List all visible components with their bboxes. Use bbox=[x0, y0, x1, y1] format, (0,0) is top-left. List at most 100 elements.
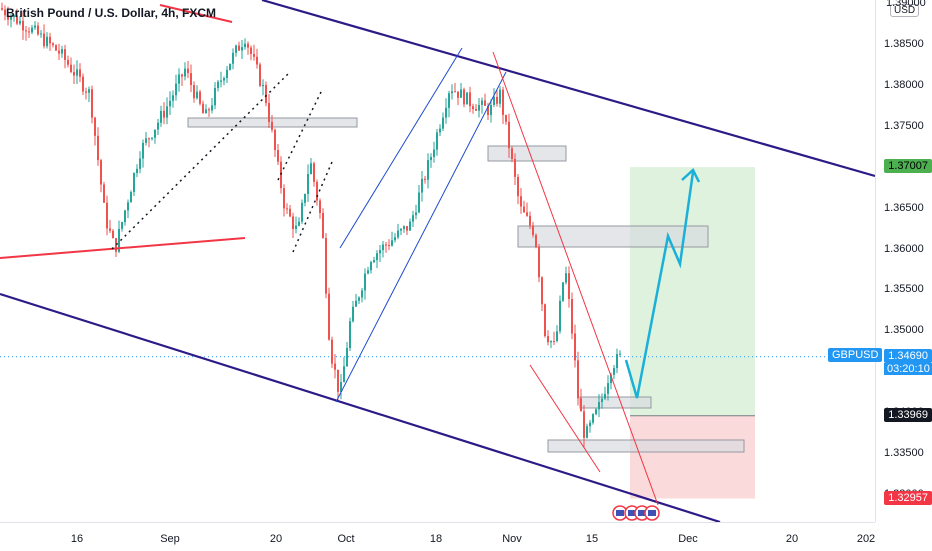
candle-body bbox=[352, 306, 354, 322]
candle-body bbox=[145, 138, 147, 143]
candle-body bbox=[289, 208, 291, 217]
candle-body bbox=[154, 129, 156, 138]
candle-body bbox=[427, 160, 429, 180]
candle-body bbox=[184, 68, 186, 77]
candle-body bbox=[490, 104, 492, 116]
candle-body bbox=[109, 228, 111, 231]
candle-body bbox=[106, 202, 108, 229]
time-axis[interactable]: 16 Sep 20 Oct 18 Nov 15 Dec 20 202 bbox=[0, 522, 875, 551]
falling-wedge-upper bbox=[492, 51, 659, 506]
candle-body bbox=[361, 290, 363, 298]
candle-body bbox=[49, 36, 51, 44]
candle-body bbox=[25, 30, 27, 32]
entry-price-tag: 1.33969 bbox=[884, 407, 932, 422]
candle-body bbox=[604, 393, 606, 399]
candle-body bbox=[517, 176, 519, 197]
candle-body bbox=[403, 226, 405, 229]
candle-body bbox=[244, 43, 246, 48]
candle-body bbox=[424, 178, 426, 180]
candle-body bbox=[19, 20, 21, 24]
candle-body bbox=[31, 27, 33, 33]
candle-body bbox=[595, 409, 597, 415]
candle-body bbox=[43, 33, 45, 47]
candle-body bbox=[10, 16, 12, 20]
candle-body bbox=[85, 91, 87, 93]
channel-upper-line bbox=[261, 0, 875, 178]
candle-body bbox=[139, 158, 141, 169]
candle-body bbox=[142, 142, 144, 159]
candle-body bbox=[160, 110, 162, 123]
price-axis[interactable]: USD 1.390001.385001.380001.375001.370001… bbox=[875, 0, 932, 522]
candle-body bbox=[577, 360, 579, 399]
candle-body bbox=[127, 202, 129, 211]
zone-box bbox=[517, 225, 709, 248]
candle-body bbox=[37, 25, 39, 35]
candle-body bbox=[514, 158, 516, 177]
candle-body bbox=[277, 150, 279, 162]
candle-body bbox=[589, 422, 591, 427]
candle-body bbox=[409, 221, 411, 231]
candle-body bbox=[94, 117, 96, 136]
candle-body bbox=[613, 368, 615, 375]
candle-body bbox=[460, 89, 462, 98]
candle-body bbox=[466, 92, 468, 105]
time-tick-label: Nov bbox=[502, 533, 522, 545]
price-chart[interactable] bbox=[0, 0, 875, 522]
candle-body bbox=[511, 148, 513, 159]
candle-body bbox=[397, 230, 399, 238]
time-tick-label: 18 bbox=[429, 533, 443, 545]
last-price-tag: 1.34690 bbox=[884, 348, 932, 363]
candle-body bbox=[220, 80, 222, 82]
candle-body bbox=[493, 96, 495, 105]
candle-body bbox=[112, 230, 114, 239]
candle-body bbox=[448, 93, 450, 108]
candle-body bbox=[400, 228, 402, 231]
candle-body bbox=[583, 411, 585, 438]
candle-body bbox=[133, 173, 135, 193]
candle-body bbox=[421, 178, 423, 193]
candle-body bbox=[34, 25, 36, 28]
candle-body bbox=[187, 68, 189, 74]
channel-lower-line bbox=[0, 292, 721, 522]
candle-body bbox=[616, 354, 618, 369]
candle-body bbox=[250, 47, 252, 55]
candle-body bbox=[415, 212, 417, 216]
candle-body bbox=[505, 114, 507, 122]
candle-body bbox=[274, 129, 276, 151]
dotted-trendline bbox=[277, 89, 323, 181]
price-tick-label: 1.38000 bbox=[884, 78, 924, 91]
stop-price-tag: 1.32957 bbox=[884, 490, 932, 505]
candle-body bbox=[559, 300, 561, 332]
candle-body bbox=[259, 64, 261, 86]
candle-body bbox=[550, 341, 552, 343]
candle-body bbox=[175, 83, 177, 96]
candle-body bbox=[193, 85, 195, 99]
currency-badge[interactable]: USD bbox=[890, 4, 920, 17]
time-tick-label: 16 bbox=[70, 533, 84, 545]
candle-body bbox=[226, 69, 228, 79]
blue-channel-lower bbox=[335, 71, 507, 403]
candle-body bbox=[223, 78, 225, 81]
candle-body bbox=[169, 100, 171, 107]
candle-body bbox=[301, 202, 303, 222]
candle-body bbox=[124, 210, 126, 223]
candle-body bbox=[283, 188, 285, 209]
candle-body bbox=[481, 100, 483, 105]
candle-body bbox=[574, 333, 576, 361]
candlestick-series bbox=[1, 2, 621, 448]
candle-body bbox=[502, 89, 504, 115]
candle-body bbox=[526, 212, 528, 216]
candle-body bbox=[166, 106, 168, 118]
candle-body bbox=[454, 91, 456, 93]
candle-body bbox=[349, 321, 351, 349]
candle-body bbox=[268, 103, 270, 122]
candle-body bbox=[55, 45, 57, 51]
candle-body bbox=[7, 15, 9, 20]
candle-body bbox=[103, 184, 105, 203]
candle-body bbox=[196, 91, 198, 99]
candle-body bbox=[538, 246, 540, 278]
price-tick-label: 1.38500 bbox=[884, 37, 924, 50]
symbol-label: GBPUSD bbox=[828, 348, 883, 362]
candle-body bbox=[544, 304, 546, 337]
candle-body bbox=[508, 121, 510, 149]
